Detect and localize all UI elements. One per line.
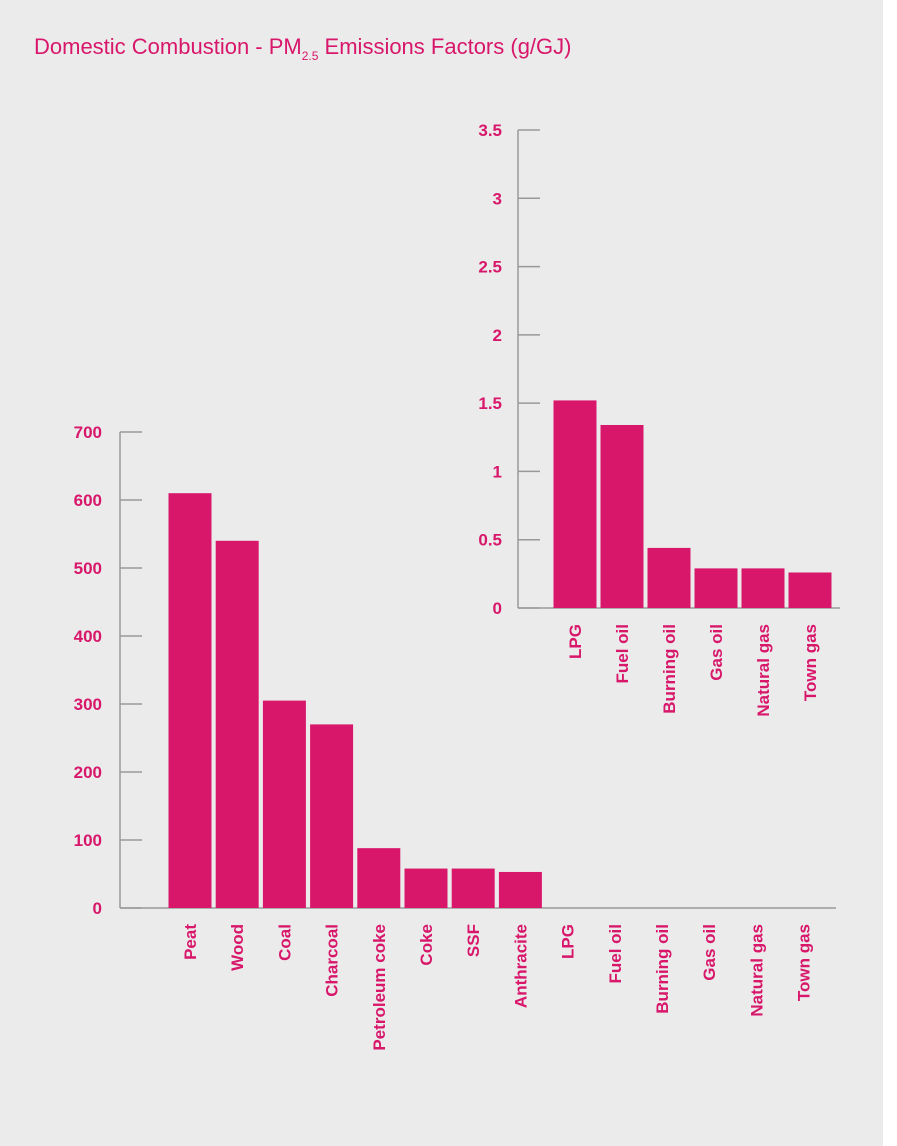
inset-y-tick-label: 3 [493,189,502,208]
main-bar [310,724,354,908]
main-category-label: Burning oil [653,924,672,1014]
main-category-label: LPG [559,924,578,959]
main-bar [168,493,212,908]
inset-category-label: LPG [566,624,585,659]
main-y-tick-label: 0 [93,899,102,918]
main-bar [498,871,542,908]
title-prefix: Domestic Combustion - PM [34,34,302,59]
inset-bar [553,400,597,608]
inset-category-label: Town gas [801,624,820,701]
inset-y-tick-label: 3.5 [478,121,502,140]
inset-y-tick-label: 1.5 [478,394,502,413]
inset-category-label: Natural gas [754,624,773,717]
main-y-tick-label: 400 [74,627,102,646]
inset-category-label: Fuel oil [613,624,632,684]
main-bar [215,540,259,908]
main-category-label: Gas oil [700,924,719,981]
main-y-tick-label: 600 [74,491,102,510]
inset-y-tick-label: 0 [493,599,502,618]
main-category-label: Fuel oil [606,924,625,984]
main-category-label: Anthracite [511,924,530,1008]
main-category-label: Petroleum coke [370,924,389,1051]
main-category-label: Town gas [795,924,814,1001]
inset-bar-chart: 0 0.5 1 1.5 2 2.5 3 3.5 LPG Fuel oil Burning oil Ga… [478,121,840,717]
inset-category-label: Burning oil [660,624,679,714]
main-bar-chart: 0 100 200 300 400 500 600 700 Peat Wood Coal Charco… [74,423,836,1051]
main-y-tick-label: 100 [74,831,102,850]
main-category-label: SSF [464,924,483,957]
inset-y-tick-label: 2.5 [478,258,502,277]
main-y-tick-label: 300 [74,695,102,714]
main-category-label: Coke [417,924,436,966]
inset-y-tick-label: 0.5 [478,531,502,550]
main-y-tick-label: 200 [74,763,102,782]
inset-y-tick-label: 1 [493,462,502,481]
main-y-tick-label: 700 [74,423,102,442]
inset-bar [694,568,738,608]
main-y-tick-label: 500 [74,559,102,578]
inset-bar [600,424,644,608]
main-category-label: Natural gas [747,924,766,1017]
main-category-label: Wood [228,924,247,971]
inset-category-label: Gas oil [707,624,726,681]
main-category-label: Peat [181,924,200,960]
main-category-label: Charcoal [323,924,342,997]
title-suffix: Emissions Factors (g/GJ) [318,34,572,59]
chart-title: Domestic Combustion - PM2.5 Emissions Fa… [34,34,572,63]
main-bar [404,868,448,908]
main-bar [451,868,495,908]
inset-bar [647,547,691,608]
title-subscript: 2.5 [301,49,319,63]
inset-bar [741,568,785,608]
main-category-label: Coal [275,924,294,961]
inset-y-tick-label: 2 [493,326,502,345]
main-bar [357,848,401,908]
main-bar [262,700,306,908]
inset-bar [788,572,832,608]
